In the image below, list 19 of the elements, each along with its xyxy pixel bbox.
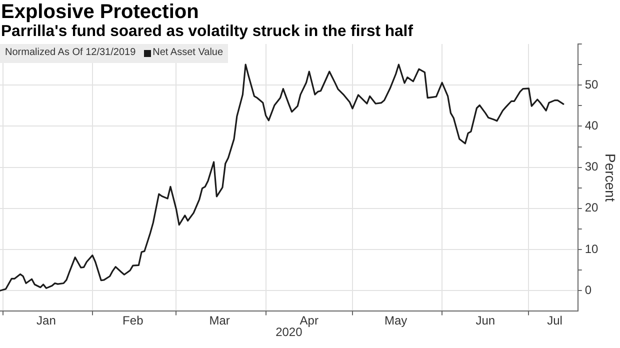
x-tick-label: Feb [122,314,144,328]
y-tick-label: 30 [584,160,599,174]
x-tick-label: Jul [547,314,562,328]
x-tick-label: May [384,314,408,328]
x-tick-label: Apr [300,314,318,328]
x-axis-title: 2020 [276,325,303,340]
legend-label: Net Asset Value [152,47,224,59]
x-tick-label: Mar [209,314,230,328]
y-tick-label: 20 [584,200,599,215]
chart-subtitle: Parrilla's fund soared as volatilty struck in the first half [1,23,413,41]
y-tick-label: 0 [584,282,592,297]
chart-title: Explosive Protection [1,0,199,24]
legend-title: Normalized As Of 12/31/2019 [5,47,136,59]
x-tick-label: Jun [476,314,496,328]
y-tick-label: 10 [584,242,599,256]
y-tick-label: 40 [584,118,599,133]
y-tick-label: 50 [584,77,599,92]
y-axis-title: Percent [602,153,619,202]
x-tick-label: Jan [36,314,56,328]
